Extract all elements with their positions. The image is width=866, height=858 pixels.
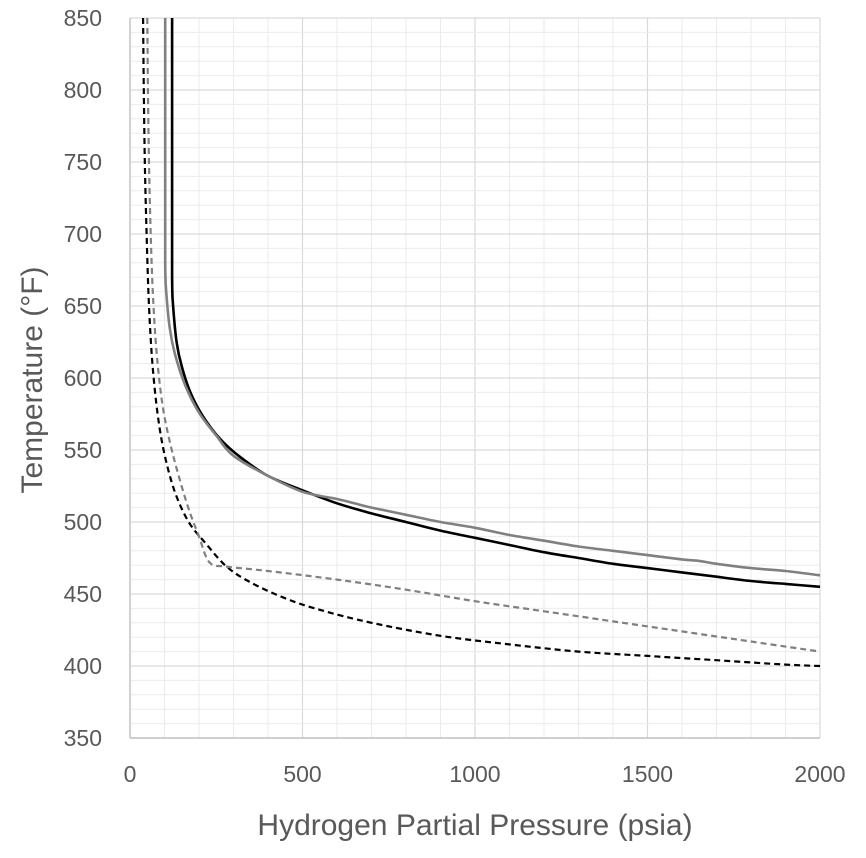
y-tick-label: 350 bbox=[64, 725, 102, 751]
y-tick-label: 650 bbox=[64, 293, 102, 319]
y-tick-label: 550 bbox=[64, 437, 102, 463]
series-line-2 bbox=[163, 17, 821, 577]
tick-labels: 0 500 1000 1500 2000 350 400 450 500 550 600 650 700… bbox=[64, 5, 846, 787]
y-tick-label: 450 bbox=[64, 581, 102, 607]
y-tick-label: 600 bbox=[64, 365, 102, 391]
x-tick-label: 500 bbox=[283, 761, 321, 787]
x-tick-label: 0 bbox=[124, 761, 137, 787]
series-line-1 bbox=[170, 17, 821, 589]
x-tick-label: 1500 bbox=[622, 761, 673, 787]
y-tick-label: 750 bbox=[64, 149, 102, 175]
series-line-4 bbox=[146, 17, 821, 653]
grid bbox=[130, 17, 821, 738]
series-lines bbox=[142, 17, 821, 668]
x-tick-label: 1000 bbox=[449, 761, 500, 787]
axes bbox=[129, 18, 820, 739]
x-tick-label: 2000 bbox=[794, 761, 845, 787]
y-tick-label: 850 bbox=[64, 5, 102, 31]
series-line-3 bbox=[142, 17, 821, 668]
x-axis-title: Hydrogen Partial Pressure (psia) bbox=[257, 809, 692, 842]
y-tick-label: 500 bbox=[64, 509, 102, 535]
y-tick-label: 400 bbox=[64, 653, 102, 679]
y-tick-label: 700 bbox=[64, 221, 102, 247]
y-tick-label: 800 bbox=[64, 77, 102, 103]
y-axis-title: Temperature (°F) bbox=[16, 266, 49, 493]
